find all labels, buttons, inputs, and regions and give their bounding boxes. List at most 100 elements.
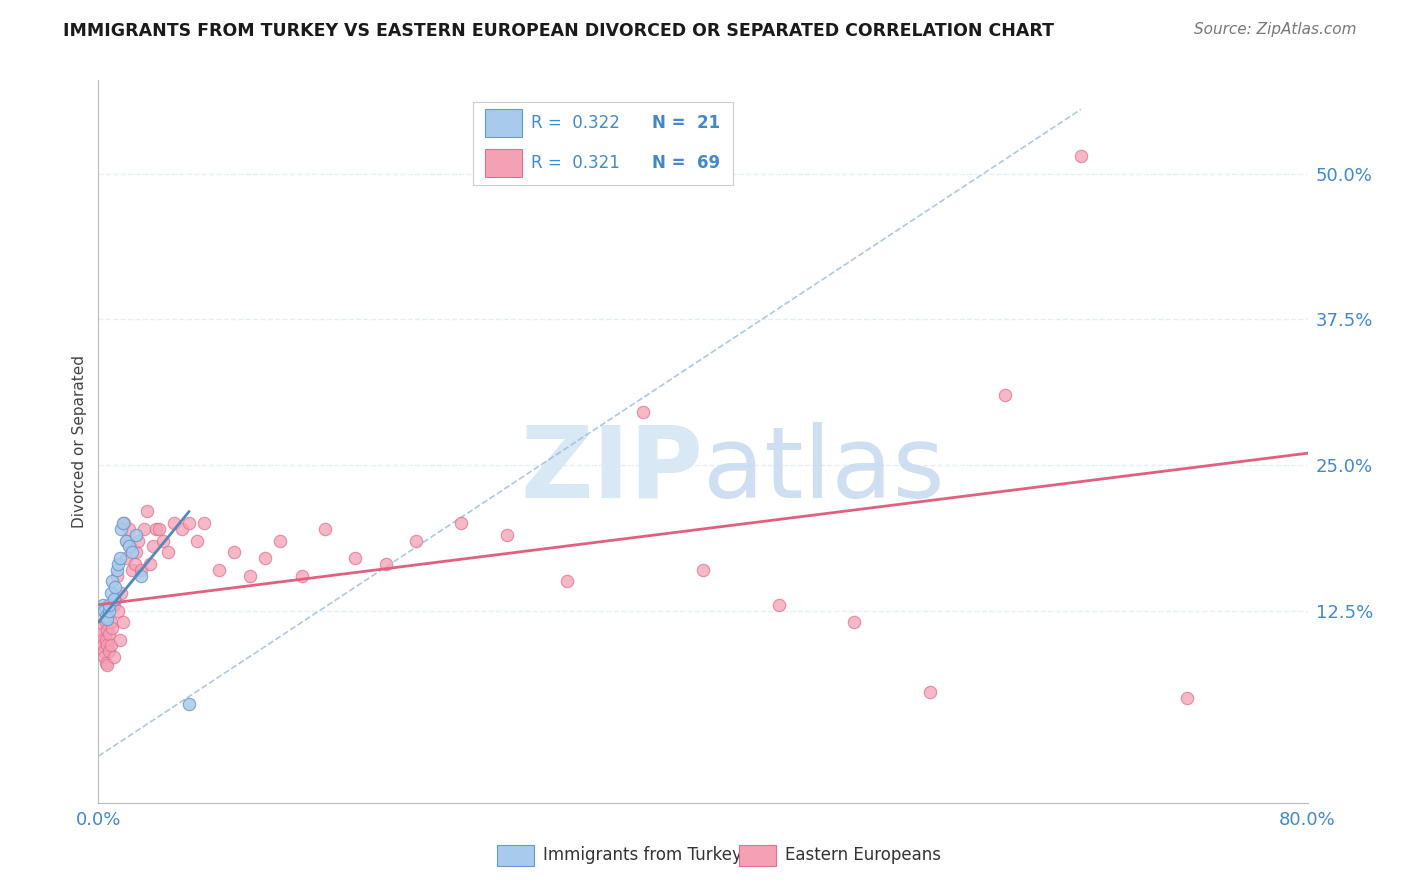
- Point: [692, 563, 714, 577]
- Point: [495, 528, 517, 542]
- FancyBboxPatch shape: [485, 149, 522, 177]
- Point: [90, 627, 112, 641]
- Point: [89, 621, 111, 635]
- Point: [121, 545, 143, 559]
- Point: [118, 522, 141, 536]
- Point: [450, 516, 472, 530]
- Point: [125, 545, 148, 559]
- Point: [105, 563, 128, 577]
- Point: [239, 568, 262, 582]
- Point: [1175, 690, 1198, 705]
- Point: [115, 533, 138, 548]
- Point: [100, 639, 122, 653]
- Point: [112, 516, 135, 530]
- Point: [103, 591, 125, 606]
- Point: [98, 598, 121, 612]
- Point: [125, 528, 148, 542]
- Text: N =  21: N = 21: [652, 114, 720, 132]
- Point: [344, 551, 367, 566]
- FancyBboxPatch shape: [485, 110, 522, 136]
- Point: [156, 545, 179, 559]
- Point: [104, 580, 127, 594]
- FancyBboxPatch shape: [498, 845, 534, 866]
- Point: [918, 685, 941, 699]
- Point: [844, 615, 866, 630]
- Text: Immigrants from Turkey: Immigrants from Turkey: [543, 846, 742, 863]
- Point: [148, 522, 170, 536]
- Point: [142, 540, 165, 554]
- Point: [186, 533, 208, 548]
- Point: [135, 504, 157, 518]
- Point: [91, 598, 114, 612]
- Point: [103, 650, 125, 665]
- Point: [179, 516, 201, 530]
- Point: [103, 598, 125, 612]
- Text: atlas: atlas: [703, 422, 945, 519]
- Point: [107, 557, 129, 571]
- Point: [118, 540, 141, 554]
- Point: [108, 632, 131, 647]
- Point: [111, 516, 134, 530]
- Point: [405, 533, 427, 548]
- Point: [224, 545, 246, 559]
- Point: [170, 522, 193, 536]
- Point: [94, 609, 117, 624]
- Point: [114, 533, 136, 548]
- Point: [110, 586, 132, 600]
- Point: [96, 658, 118, 673]
- Point: [93, 650, 115, 665]
- Point: [129, 568, 152, 582]
- Point: [208, 563, 231, 577]
- Point: [96, 639, 118, 653]
- Point: [994, 388, 1017, 402]
- Point: [94, 632, 117, 647]
- Point: [93, 603, 115, 617]
- Point: [101, 621, 124, 635]
- Point: [768, 598, 790, 612]
- FancyBboxPatch shape: [740, 845, 776, 866]
- Point: [114, 551, 136, 566]
- Point: [152, 533, 174, 548]
- Point: [98, 644, 121, 658]
- Point: [101, 574, 124, 589]
- Point: [291, 568, 314, 582]
- Point: [98, 603, 121, 617]
- Point: [555, 574, 578, 589]
- Point: [253, 551, 276, 566]
- Point: [94, 615, 117, 630]
- Point: [96, 612, 118, 626]
- Point: [179, 697, 201, 711]
- Point: [163, 516, 186, 530]
- Point: [107, 603, 129, 617]
- Point: [98, 627, 121, 641]
- Text: IMMIGRANTS FROM TURKEY VS EASTERN EUROPEAN DIVORCED OR SEPARATED CORRELATION CHA: IMMIGRANTS FROM TURKEY VS EASTERN EUROPE…: [63, 22, 1054, 40]
- Point: [1070, 149, 1092, 163]
- FancyBboxPatch shape: [474, 102, 734, 185]
- Point: [108, 551, 131, 566]
- Point: [111, 615, 134, 630]
- Point: [132, 522, 155, 536]
- Point: [193, 516, 215, 530]
- Point: [96, 624, 118, 638]
- Point: [91, 639, 114, 653]
- Point: [91, 632, 114, 647]
- Text: ZIP: ZIP: [520, 422, 703, 519]
- Point: [100, 615, 122, 630]
- Text: R =  0.321: R = 0.321: [531, 154, 620, 172]
- Text: Eastern Europeans: Eastern Europeans: [785, 846, 941, 863]
- Text: R =  0.322: R = 0.322: [531, 114, 620, 132]
- Point: [139, 557, 162, 571]
- Text: N =  69: N = 69: [652, 154, 720, 172]
- Point: [129, 563, 152, 577]
- Point: [104, 591, 127, 606]
- Text: Source: ZipAtlas.com: Source: ZipAtlas.com: [1194, 22, 1357, 37]
- Point: [100, 586, 122, 600]
- Point: [110, 522, 132, 536]
- Point: [127, 533, 149, 548]
- Point: [145, 522, 167, 536]
- Point: [120, 540, 142, 554]
- Point: [93, 644, 115, 658]
- Point: [121, 563, 143, 577]
- Point: [269, 533, 291, 548]
- Point: [374, 557, 396, 571]
